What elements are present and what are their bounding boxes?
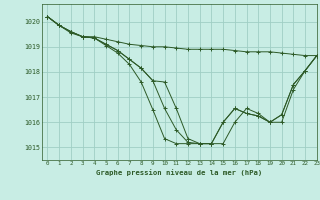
X-axis label: Graphe pression niveau de la mer (hPa): Graphe pression niveau de la mer (hPa) <box>96 169 262 176</box>
